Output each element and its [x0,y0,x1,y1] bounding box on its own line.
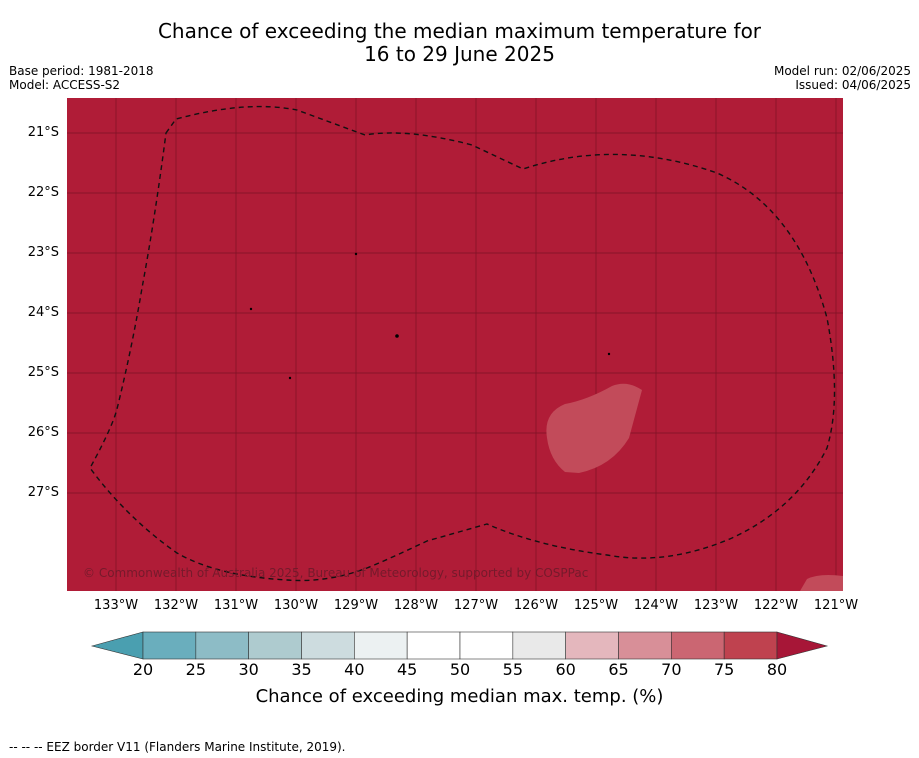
longitude-label: 130°W [273,598,319,613]
model-name: Model: ACCESS-S2 [9,78,121,92]
island-marker [395,334,399,338]
title-line-2: 16 to 29 June 2025 [364,42,555,66]
colorbar-segments [142,631,778,660]
colorbar-tick-label: 60 [555,660,576,679]
longitude-label: 129°W [333,598,379,613]
colorbar-title: Chance of exceeding median max. temp. (%… [255,686,664,707]
colorbar-tick-label: 50 [449,660,471,679]
graticule [67,98,843,591]
longitude-label: 121°W [813,598,859,613]
colorbar-tick-label: 80 [766,660,788,679]
copyright-notice: © Commonwealth of Australia 2025, Bureau… [83,566,589,580]
eez-footnote: -- -- -- EEZ border V11 (Flanders Marine… [9,740,346,754]
colorbar-low-extend [90,631,144,660]
latitude-label: 23°S [27,245,59,260]
colorbar-tick-label: 25 [185,660,206,679]
latitude-label: 25°S [27,365,59,380]
colorbar-segment [142,631,197,660]
colorbar-segment [195,631,249,660]
lower-probability-region [546,383,642,473]
lower-probability-corner [800,575,843,591]
colorbar-tick-label: 55 [502,660,523,679]
island-marker [249,307,253,311]
longitude-label: 128°W [393,598,439,613]
colorbar-segment [671,631,725,660]
map-graphics [67,98,843,591]
island-marker [354,252,358,256]
latitude-label: 22°S [27,185,59,200]
model-run-date: Model run: 02/06/2025 [773,64,911,78]
colorbar-segment [459,631,514,660]
island-marker [607,352,611,356]
colorbar-tick-label: 20 [132,660,154,679]
longitude-label: 132°W [153,598,199,613]
colorbar-tick-label: 40 [344,660,365,679]
base-period: Base period: 1981-2018 [9,64,154,78]
map-panel: © Commonwealth of Australia 2025, Bureau… [67,98,843,591]
colorbar-segment [354,631,408,660]
colorbar-segment [248,631,302,660]
colorbar-tick-label: 45 [396,660,418,679]
colorbar-tick-label: 35 [291,660,312,679]
colorbar-segment [723,631,778,660]
colorbar-high-extend [776,631,829,660]
longitude-label: 122°W [753,598,799,613]
colorbar-segment [406,631,461,660]
colorbar-segment [618,631,672,660]
latitude-label: 24°S [27,305,59,320]
colorbar-tick-label: 70 [661,660,682,679]
eez-border [89,105,836,582]
colorbar-segment [565,631,619,660]
title-line-1: Chance of exceeding the median maximum t… [157,19,762,43]
longitude-label: 133°W [93,598,139,613]
colorbar-tick-label: 30 [238,660,259,679]
longitude-label: 125°W [573,598,619,613]
longitude-label: 123°W [693,598,739,613]
colorbar-tick-label: 65 [608,660,629,679]
colorbar-segment [512,631,566,660]
latitude-label: 21°S [27,125,59,140]
colorbar-tick-label: 75 [713,660,735,679]
longitude-label: 127°W [453,598,499,613]
latitude-label: 26°S [27,425,59,440]
longitude-label: 126°W [513,598,559,613]
colorbar-segment [301,631,355,660]
longitude-label: 131°W [213,598,259,613]
longitude-label: 124°W [633,598,679,613]
island-marker [288,376,292,380]
colorbar [90,631,829,660]
islands [249,252,611,380]
issued-date: Issued: 04/06/2025 [795,78,911,92]
latitude-label: 27°S [27,485,59,500]
